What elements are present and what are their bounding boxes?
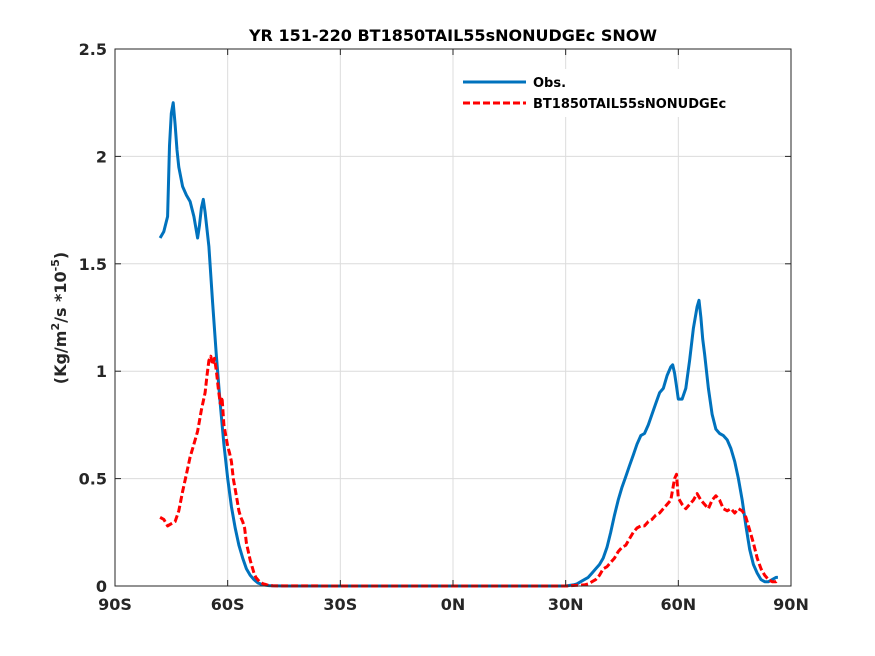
series-layer	[158, 101, 780, 588]
legend-box	[455, 69, 775, 117]
x-tick-label: 60S	[211, 595, 245, 614]
x-tick-label: 30N	[548, 595, 584, 614]
x-tick-label: 60N	[661, 595, 697, 614]
y-tick-label: 2.5	[79, 40, 107, 59]
x-tick-label: 0N	[441, 595, 466, 614]
axis-ticks	[114, 48, 792, 587]
x-tick-label: 90S	[98, 595, 132, 614]
series-line-obs	[158, 101, 778, 588]
y-axis-label: (Kg/m2/s *10-5)	[49, 252, 70, 384]
y-tick-label: 1.5	[79, 255, 107, 274]
x-tick-label: 90N	[773, 595, 809, 614]
legend: Obs. BT1850TAIL55sNONUDGEc	[455, 69, 775, 117]
y-tick-label: 0.5	[79, 470, 107, 489]
y-tick-label: 0	[96, 577, 107, 596]
axis-tick-labels: 90S 60S 30S 0N 30N 60N 90N 0 0.5 1 1.5 2 2.5	[79, 40, 809, 614]
legend-label-model: BT1850TAIL55sNONUDGEc	[533, 97, 726, 112]
y-tick-label: 2	[96, 147, 107, 166]
x-tick-label: 30S	[323, 595, 357, 614]
chart-title: YR 151-220 BT1850TAIL55sNONUDGEc SNOW	[248, 26, 657, 45]
legend-label-obs: Obs.	[533, 76, 566, 91]
series-line-model	[159, 354, 780, 588]
y-tick-label: 1	[96, 362, 107, 381]
